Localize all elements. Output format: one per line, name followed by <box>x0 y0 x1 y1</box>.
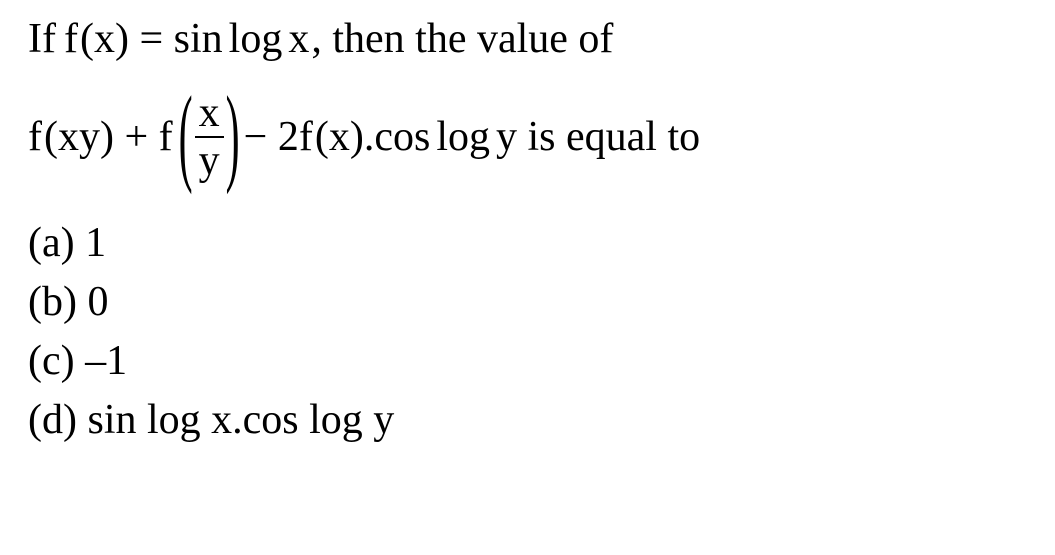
text-log: log <box>229 14 283 64</box>
question-line-2: f (xy) + f ( x y ) − 2f (x).cos log y is… <box>28 92 1027 182</box>
fraction-numerator: x <box>195 92 224 136</box>
rparen-icon: ) <box>226 83 240 192</box>
text-y-equal: y is equal to <box>496 116 700 158</box>
option-d[interactable]: (d) sin log x.cos log y <box>28 391 1027 450</box>
lparen-icon: ( <box>179 83 193 192</box>
text-then: , then the value of <box>311 14 613 64</box>
option-b-label: (b) 0 <box>28 279 108 325</box>
fraction-x-over-y: x y <box>195 92 224 182</box>
text-xy-plus-f: (xy) + f <box>44 116 173 158</box>
option-a[interactable]: (a) 1 <box>28 214 1027 273</box>
fraction-denominator: y <box>195 136 224 182</box>
text-f2: f <box>28 116 42 158</box>
option-a-label: (a) 1 <box>28 220 106 266</box>
option-c-label: (c) –1 <box>28 338 127 384</box>
question-line-1: If f (x) = sin log x , then the value of <box>28 14 1027 64</box>
text-log2: log <box>436 116 490 158</box>
option-b[interactable]: (b) 0 <box>28 273 1027 332</box>
option-d-label: (d) sin log x.cos log y <box>28 397 394 443</box>
option-c[interactable]: (c) –1 <box>28 332 1027 391</box>
text-minus-2f: − 2f <box>244 116 313 158</box>
text-x-cos: (x).cos <box>315 116 430 158</box>
text-if: If <box>28 14 56 64</box>
text-x-eq-sin: (x) = sin <box>80 14 223 64</box>
text-f: f <box>64 14 78 64</box>
text-x: x <box>288 14 309 64</box>
